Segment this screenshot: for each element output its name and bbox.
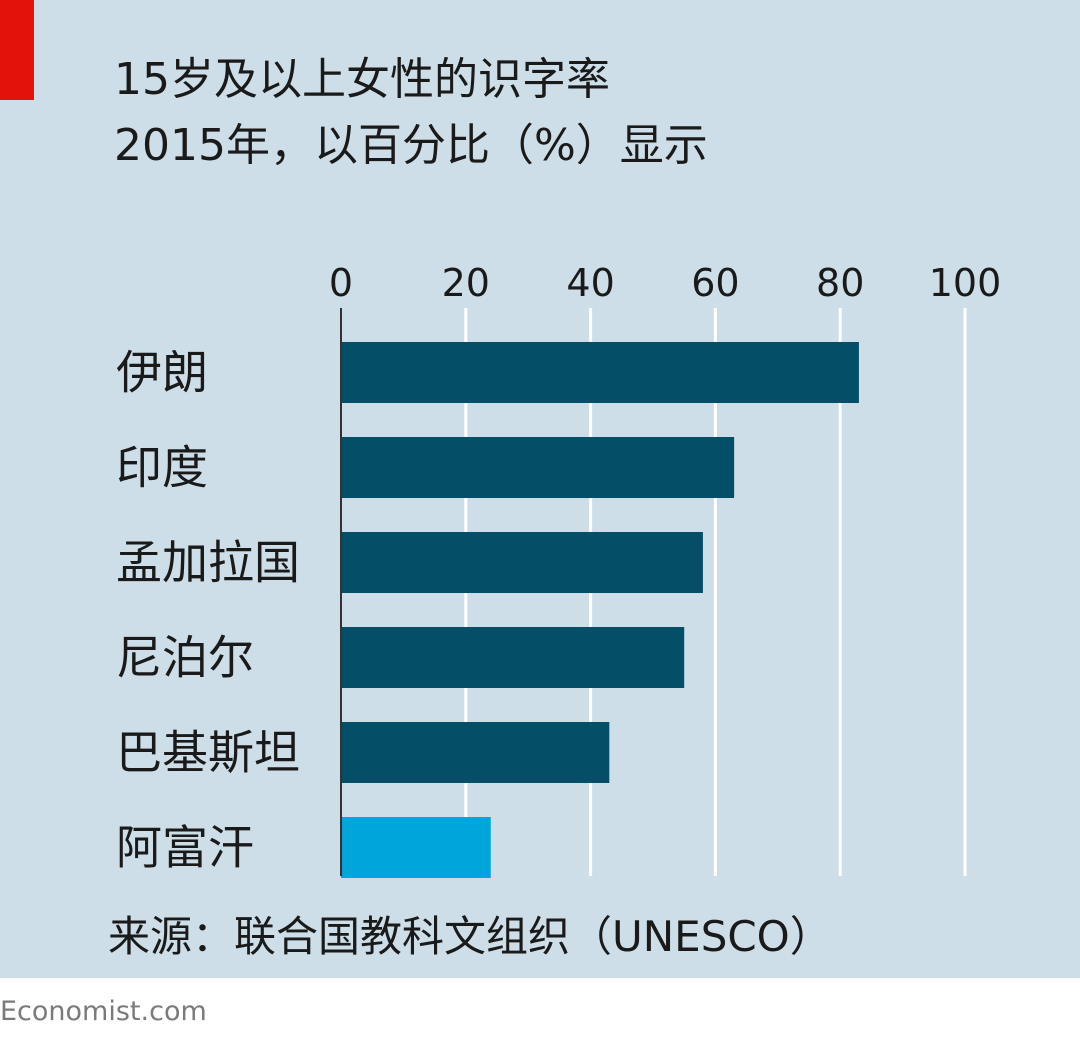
bar-4 bbox=[341, 722, 610, 783]
bar-0 bbox=[341, 342, 859, 403]
chart-title: 15岁及以上女性的识字率 bbox=[114, 54, 610, 105]
bar-2 bbox=[341, 532, 703, 593]
bar-5 bbox=[341, 817, 491, 878]
x-tick-label: 20 bbox=[442, 261, 490, 305]
category-label: 印度 bbox=[116, 441, 208, 495]
x-tick-label: 80 bbox=[816, 261, 864, 305]
bar-3 bbox=[341, 627, 685, 688]
category-label: 孟加拉国 bbox=[116, 536, 300, 590]
bars bbox=[341, 342, 859, 878]
x-tick-labels: 0 20 40 60 80 100 bbox=[329, 261, 1001, 305]
source-note: 来源：联合国教科文组织（UNESCO） bbox=[108, 912, 832, 961]
x-tick-label: 0 bbox=[329, 261, 353, 305]
category-label: 阿富汗 bbox=[116, 821, 254, 875]
category-label: 巴基斯坦 bbox=[116, 726, 300, 780]
brand-accent-bar bbox=[0, 0, 34, 100]
x-tick-label: 60 bbox=[691, 261, 739, 305]
category-label: 尼泊尔 bbox=[116, 631, 254, 685]
x-tick-label: 40 bbox=[566, 261, 614, 305]
chart-subtitle: 2015年，以百分比（%）显示 bbox=[114, 120, 708, 171]
x-tick-label: 100 bbox=[929, 261, 1002, 305]
bar-1 bbox=[341, 437, 735, 498]
category-label: 伊朗 bbox=[116, 346, 208, 400]
brand-credit: Economist.com bbox=[0, 996, 207, 1027]
